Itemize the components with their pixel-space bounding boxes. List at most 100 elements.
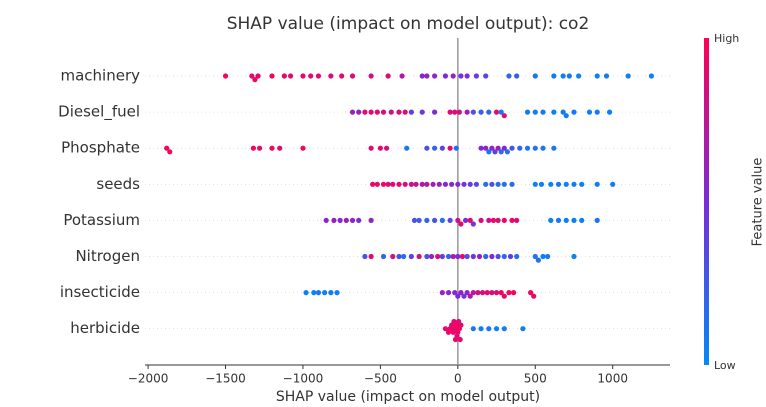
shap-point bbox=[489, 253, 495, 260]
shap-point bbox=[380, 181, 387, 187]
shap-point bbox=[368, 109, 374, 115]
shap-point bbox=[489, 145, 495, 151]
shap-point bbox=[250, 145, 257, 151]
shap-point bbox=[507, 253, 514, 260]
shap-point bbox=[586, 109, 593, 115]
shap-point bbox=[450, 73, 456, 79]
shap-point bbox=[498, 109, 504, 115]
shap-point bbox=[349, 217, 356, 223]
shap-point bbox=[277, 145, 283, 151]
shap-point bbox=[486, 149, 492, 155]
shap-point bbox=[514, 73, 520, 79]
shap-point bbox=[548, 217, 554, 223]
shap-point bbox=[480, 290, 486, 296]
shap-point bbox=[464, 253, 470, 260]
shap-point bbox=[269, 145, 275, 151]
shap-point bbox=[464, 109, 470, 115]
shap-point bbox=[486, 217, 492, 223]
shap-point bbox=[442, 73, 449, 79]
shap-point bbox=[455, 293, 461, 299]
shap-point bbox=[493, 326, 500, 332]
shap-point bbox=[300, 73, 306, 79]
shap-point bbox=[349, 73, 356, 79]
shap-point bbox=[337, 217, 343, 223]
shap-point bbox=[532, 145, 538, 151]
shap-point bbox=[308, 73, 314, 79]
shap-point bbox=[462, 217, 469, 223]
shap-point bbox=[506, 73, 512, 79]
shap-point bbox=[452, 336, 459, 343]
shap-point bbox=[531, 293, 537, 299]
shap-point bbox=[478, 217, 484, 223]
chart-title: SHAP value (impact on model output): co2 bbox=[227, 14, 590, 34]
category-label: Potassium bbox=[63, 211, 140, 229]
shap-point bbox=[432, 73, 438, 79]
shap-point bbox=[164, 145, 170, 151]
shap-point bbox=[470, 253, 476, 260]
category-label: seeds bbox=[96, 175, 140, 193]
shap-point bbox=[424, 181, 430, 187]
shap-point bbox=[419, 181, 425, 187]
shap-point bbox=[458, 73, 464, 79]
shap-point bbox=[509, 181, 515, 187]
shap-point bbox=[571, 181, 577, 187]
shap-point bbox=[476, 253, 483, 260]
shap-point bbox=[579, 217, 585, 223]
shap-point bbox=[380, 109, 387, 115]
shap-point bbox=[269, 73, 275, 79]
shap-point bbox=[461, 181, 467, 187]
shap-point bbox=[501, 145, 507, 151]
shap-point bbox=[368, 217, 374, 223]
shap-point bbox=[545, 253, 551, 260]
shap-point bbox=[498, 290, 504, 296]
shap-point bbox=[470, 290, 476, 296]
shap-point bbox=[334, 290, 340, 296]
shap-point bbox=[506, 290, 512, 296]
shap-point bbox=[287, 73, 294, 79]
shap-point bbox=[452, 109, 458, 115]
x-tick-label: 1000 bbox=[597, 372, 628, 386]
shap-point bbox=[532, 73, 538, 79]
shap-point bbox=[509, 145, 515, 151]
shap-point bbox=[456, 109, 462, 115]
shap-point bbox=[594, 217, 600, 223]
shap-point bbox=[411, 217, 418, 223]
shap-point bbox=[594, 109, 600, 115]
shap-point bbox=[483, 253, 489, 260]
shap-point bbox=[478, 145, 484, 151]
shap-point bbox=[560, 73, 566, 79]
shap-point bbox=[442, 326, 449, 332]
shap-point bbox=[467, 217, 473, 223]
shap-point bbox=[445, 253, 452, 260]
shap-point bbox=[576, 73, 582, 79]
shap-point bbox=[401, 253, 407, 260]
shap-point bbox=[532, 253, 538, 260]
shap-point bbox=[249, 73, 255, 79]
shap-point bbox=[555, 217, 562, 223]
shap-point bbox=[328, 73, 334, 79]
shap-point bbox=[495, 253, 501, 260]
shap-point bbox=[455, 217, 461, 223]
shap-point bbox=[331, 217, 337, 223]
shap-point bbox=[439, 217, 445, 223]
shap-point bbox=[356, 217, 362, 223]
shap-point bbox=[281, 73, 287, 79]
shap-point bbox=[563, 113, 569, 119]
x-tick-label: −500 bbox=[364, 372, 397, 386]
shap-point bbox=[455, 181, 461, 187]
shap-point bbox=[257, 145, 263, 151]
shap-point bbox=[374, 181, 380, 187]
shap-point bbox=[540, 145, 546, 151]
shap-point bbox=[374, 109, 380, 115]
shap-point bbox=[486, 326, 492, 332]
shap-point bbox=[524, 145, 531, 151]
shap-point bbox=[252, 77, 258, 83]
shap-point bbox=[370, 181, 376, 187]
shap-point bbox=[315, 290, 322, 296]
shap-point bbox=[501, 181, 507, 187]
shap-point bbox=[524, 109, 531, 115]
shap-point bbox=[413, 181, 419, 187]
shap-point bbox=[555, 181, 562, 187]
shap-point bbox=[436, 181, 442, 187]
shap-point bbox=[416, 253, 422, 260]
